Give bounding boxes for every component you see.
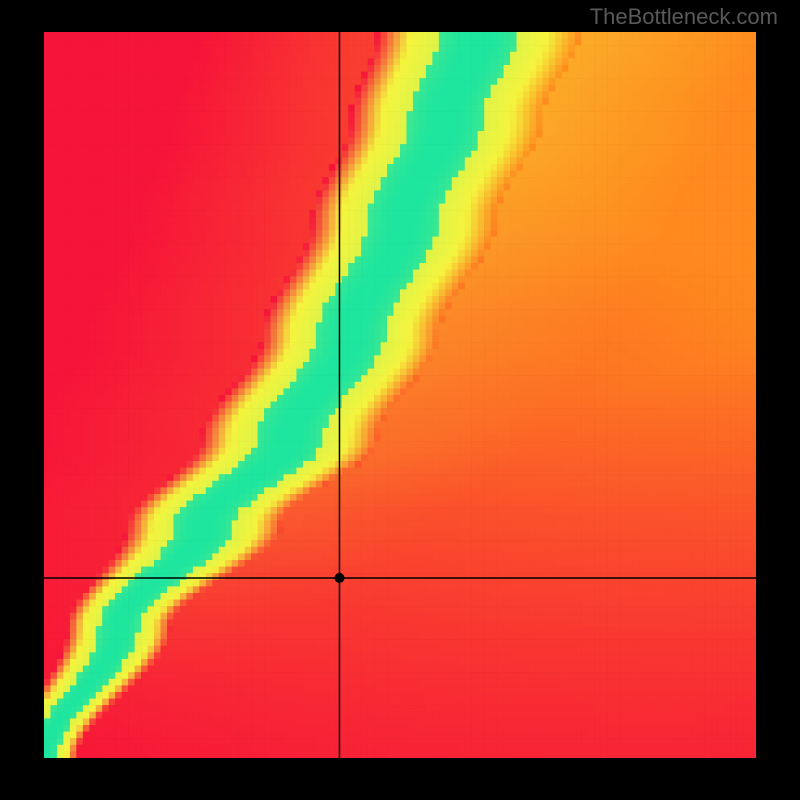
bottleneck-heatmap — [0, 0, 800, 800]
watermark-text: TheBottleneck.com — [590, 4, 778, 30]
